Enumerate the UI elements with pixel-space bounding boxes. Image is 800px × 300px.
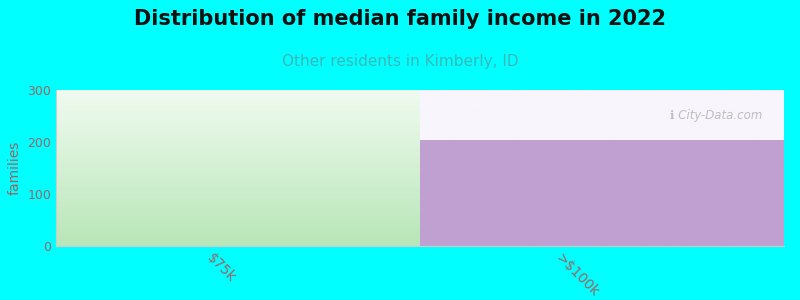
Text: ℹ City-Data.com: ℹ City-Data.com: [670, 109, 762, 122]
Y-axis label: families: families: [8, 141, 22, 195]
Text: Distribution of median family income in 2022: Distribution of median family income in …: [134, 9, 666, 29]
Text: Other residents in Kimberly, ID: Other residents in Kimberly, ID: [282, 54, 518, 69]
